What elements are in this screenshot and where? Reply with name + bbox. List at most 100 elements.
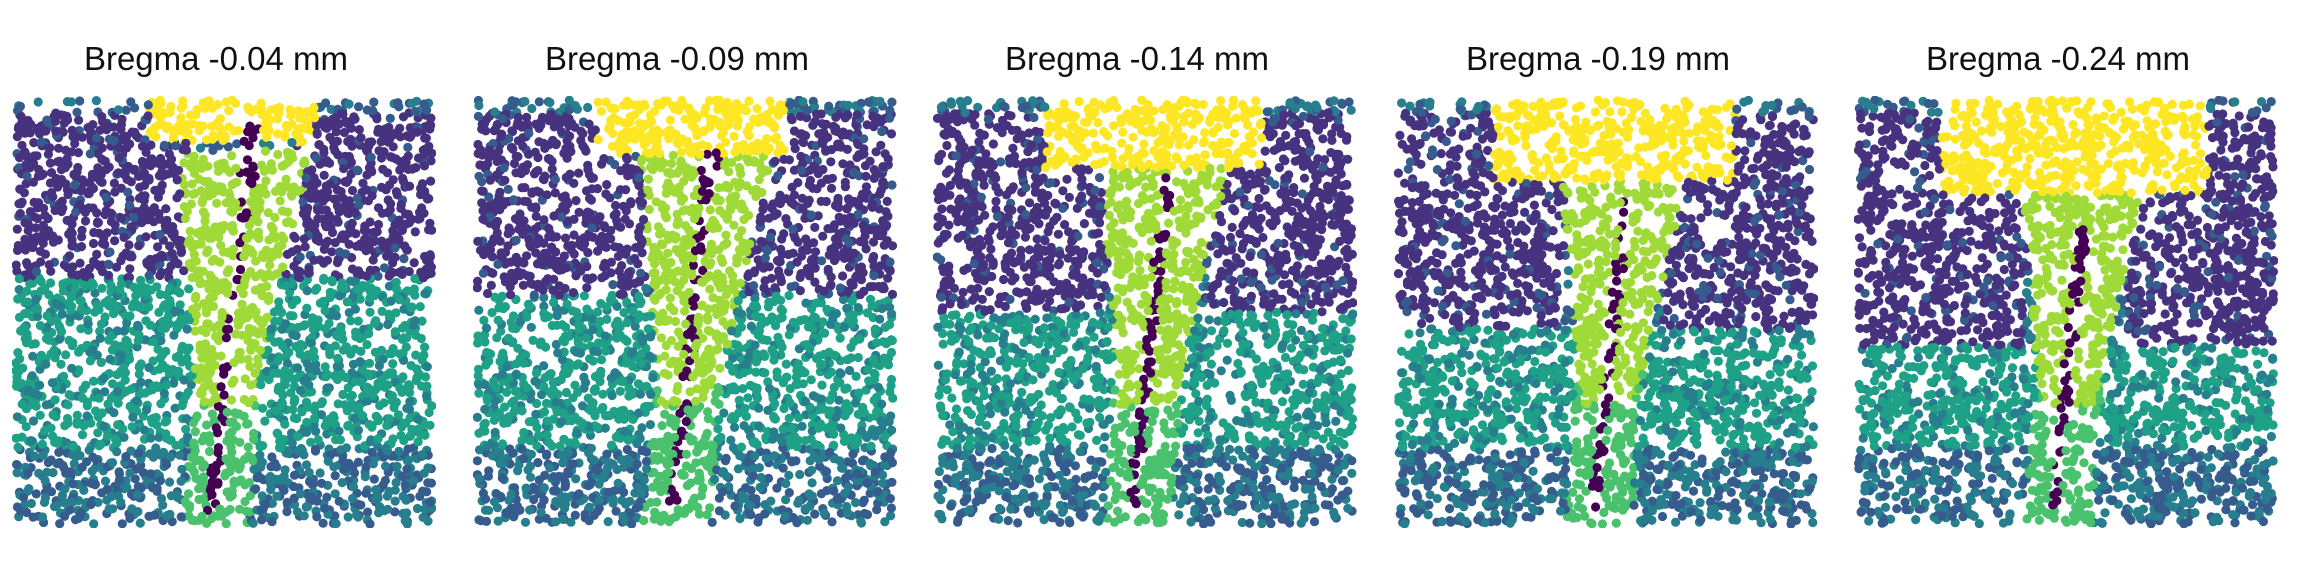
- cell-point: [31, 223, 41, 233]
- cell-point: [353, 512, 363, 522]
- cell-point: [886, 129, 897, 139]
- cell-point: [336, 445, 346, 455]
- cell-point: [247, 178, 257, 189]
- cell-point: [194, 266, 204, 276]
- cell-point: [832, 405, 842, 416]
- cell-point: [96, 319, 107, 329]
- cell-point: [248, 161, 258, 171]
- cell-point: [376, 182, 387, 192]
- cell-point: [713, 344, 723, 354]
- cell-point: [381, 461, 391, 471]
- cell-point: [323, 119, 333, 130]
- cell-point: [663, 248, 673, 258]
- cell-point: [67, 240, 78, 250]
- cell-point: [189, 168, 200, 179]
- cell-point: [420, 504, 430, 514]
- cell-point: [681, 319, 691, 329]
- cell-point: [146, 414, 156, 424]
- cell-point: [412, 127, 422, 137]
- cell-point: [257, 491, 267, 501]
- cell-point: [80, 271, 90, 281]
- cell-point: [215, 123, 225, 133]
- cell-point: [319, 244, 329, 254]
- cell-point: [222, 285, 232, 295]
- cell-point: [227, 486, 237, 496]
- cell-point: [339, 283, 349, 293]
- cell-point: [615, 386, 625, 396]
- cell-point: [826, 183, 837, 193]
- cell-point: [48, 410, 58, 420]
- cell-point: [322, 492, 332, 502]
- cell-point: [29, 237, 39, 248]
- cell-point: [596, 106, 606, 116]
- cell-point: [376, 137, 386, 147]
- cell-point: [528, 335, 538, 345]
- cell-point: [331, 311, 342, 321]
- cell-point: [289, 470, 300, 480]
- cell-point: [338, 389, 348, 400]
- cell-point: [22, 171, 32, 181]
- cell-point: [272, 245, 283, 255]
- cell-point: [633, 379, 644, 389]
- cell-point: [122, 318, 132, 328]
- cell-point: [347, 390, 357, 401]
- cell-point: [156, 324, 166, 334]
- cell-point: [74, 347, 84, 357]
- cell-point: [750, 294, 760, 304]
- cell-point: [293, 431, 303, 441]
- cell-point: [177, 464, 187, 474]
- cell-point: [356, 346, 366, 356]
- cell-point: [599, 154, 609, 164]
- cell-point: [179, 375, 189, 385]
- cell-point: [348, 482, 359, 492]
- cell-point: [55, 519, 65, 528]
- cell-point: [134, 369, 144, 379]
- cell-point: [409, 284, 419, 294]
- cell-point: [393, 410, 404, 420]
- cell-point: [533, 430, 544, 441]
- cell-point: [195, 345, 205, 355]
- cell-point: [402, 131, 412, 141]
- cell-point: [216, 159, 226, 169]
- cell-point: [398, 176, 408, 186]
- cell-point: [337, 334, 347, 344]
- cell-point: [165, 107, 175, 118]
- cell-point: [27, 371, 37, 381]
- cell-point: [97, 177, 107, 187]
- cell-point: [373, 434, 383, 444]
- cell-point: [186, 199, 196, 209]
- cell-point: [46, 278, 56, 288]
- cell-point: [56, 359, 66, 369]
- cell-point: [191, 310, 201, 320]
- cell-point: [569, 214, 579, 224]
- cell-point: [330, 471, 340, 481]
- cell-point: [680, 114, 690, 124]
- cell-point: [593, 246, 603, 256]
- cell-point: [72, 417, 82, 427]
- cell-point: [31, 294, 41, 304]
- cell-point: [108, 379, 118, 389]
- cell-point: [531, 211, 541, 221]
- cell-point: [145, 320, 155, 330]
- cell-point: [261, 189, 271, 199]
- cell-point: [619, 308, 629, 318]
- cell-point: [244, 105, 254, 115]
- cell-point: [484, 356, 494, 366]
- cell-point: [227, 427, 237, 437]
- cell-point: [42, 467, 52, 477]
- cell-point: [691, 458, 701, 468]
- cell-point: [41, 359, 51, 369]
- cell-point: [40, 249, 50, 259]
- cell-point: [351, 327, 361, 337]
- cell-point: [420, 430, 430, 440]
- cell-point: [29, 388, 39, 398]
- cell-point: [188, 418, 198, 428]
- cell-point: [374, 124, 384, 134]
- cell-point: [331, 519, 341, 528]
- cell-point: [369, 474, 379, 484]
- cell-point: [148, 449, 158, 459]
- cell-point: [281, 269, 291, 279]
- cell-point: [409, 258, 419, 268]
- cell-point: [308, 324, 318, 334]
- cell-point: [424, 407, 434, 418]
